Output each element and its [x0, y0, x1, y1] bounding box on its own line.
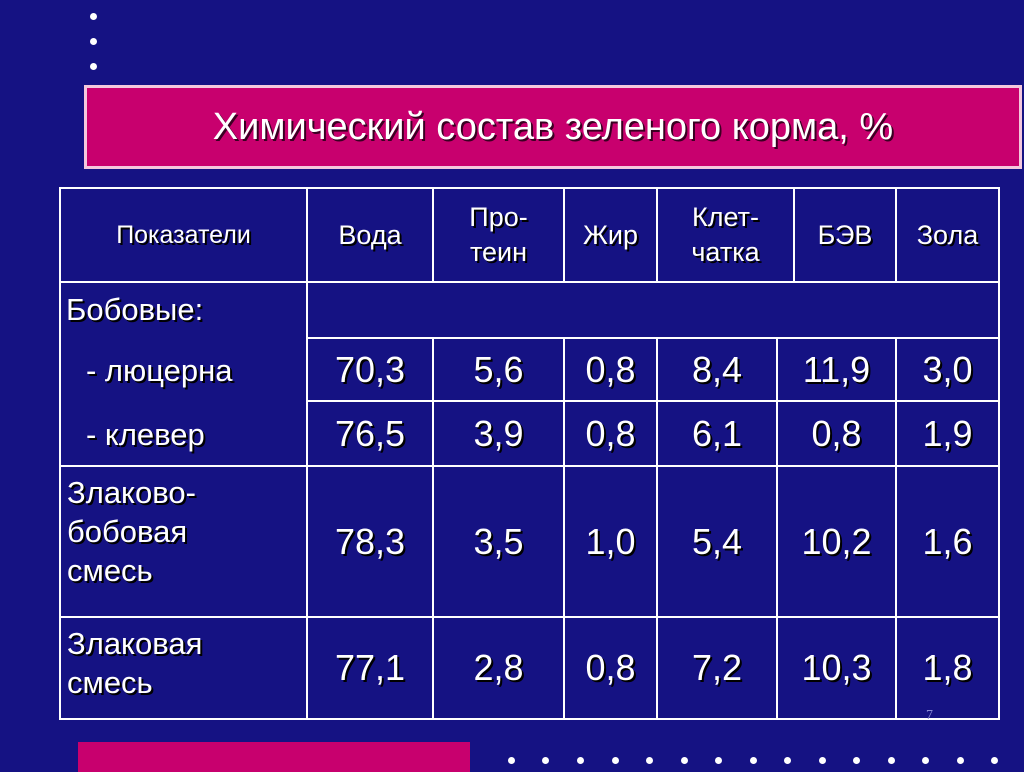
grass-legume-ash: 1,6: [895, 465, 1000, 618]
clover-fiber: 6,1: [656, 400, 778, 467]
bottom-accent-bar: [78, 742, 470, 772]
decor-dot: [90, 63, 97, 70]
decor-dot: [991, 757, 998, 764]
decor-dot: [681, 757, 688, 764]
alfalfa-fat: 0,8: [563, 337, 658, 402]
clover-ash: 1,9: [895, 400, 1000, 467]
decor-dot: [888, 757, 895, 764]
grass-mix-fiber: 7,2: [656, 616, 778, 720]
row-label-grass-legume-mix: Злаково- бобовая смесь: [67, 475, 196, 589]
header-ash: Зола: [895, 187, 1000, 283]
grass-mix-fat: 0,8: [563, 616, 658, 720]
grass-mix-label-cell: Злаковая смесь: [59, 616, 308, 720]
grass-mix-ash: 1,8: [895, 616, 1000, 720]
header-protein: Про- теин: [432, 187, 565, 283]
decor-dot: [715, 757, 722, 764]
header-fiber: Клет- чатка: [656, 187, 795, 283]
decor-dot: [612, 757, 619, 764]
grass-legume-bev: 10,2: [776, 465, 897, 618]
decor-dot: [90, 38, 97, 45]
page-number: 7: [926, 708, 933, 723]
decor-dot: [577, 757, 584, 764]
clover-protein: 3,9: [432, 400, 565, 467]
row-label-alfalfa: - люцерна: [86, 353, 233, 388]
grass-legume-fat: 1,0: [563, 465, 658, 618]
row-label-legumes: Бобовые:: [66, 292, 204, 327]
alfalfa-ash: 3,0: [895, 337, 1000, 402]
clover-water: 76,5: [306, 400, 434, 467]
decor-dot: [90, 13, 97, 20]
legumes-empty-cell: [306, 281, 1000, 339]
grass-legume-fiber: 5,4: [656, 465, 778, 618]
alfalfa-bev: 11,9: [776, 337, 897, 402]
clover-fat: 0,8: [563, 400, 658, 467]
decor-dot: [542, 757, 549, 764]
decor-dot: [646, 757, 653, 764]
slide-title-box: Химический состав зеленого корма, %: [84, 85, 1022, 169]
alfalfa-water: 70,3: [306, 337, 434, 402]
decor-dot: [750, 757, 757, 764]
decor-dot: [957, 757, 964, 764]
decor-dot: [508, 757, 515, 764]
row-label-clover: - клевер: [86, 417, 205, 452]
alfalfa-fiber: 8,4: [656, 337, 778, 402]
decor-dot: [819, 757, 826, 764]
clover-bev: 0,8: [776, 400, 897, 467]
header-bev: БЭВ: [793, 187, 897, 283]
header-water: Вода: [306, 187, 434, 283]
grass-mix-bev: 10,3: [776, 616, 897, 720]
grass-legume-label-cell: Злаково- бобовая смесь: [59, 465, 308, 618]
grass-mix-protein: 2,8: [432, 616, 565, 720]
grass-legume-protein: 3,5: [432, 465, 565, 618]
header-fat: Жир: [563, 187, 658, 283]
decor-dot: [922, 757, 929, 764]
header-indicators: Показатели: [59, 187, 308, 283]
grass-legume-water: 78,3: [306, 465, 434, 618]
row-label-grass-mix: Злаковая смесь: [67, 626, 203, 701]
decor-dot: [853, 757, 860, 764]
grass-mix-water: 77,1: [306, 616, 434, 720]
decor-dot: [784, 757, 791, 764]
alfalfa-protein: 5,6: [432, 337, 565, 402]
slide-title: Химический состав зеленого корма, %: [212, 105, 894, 148]
